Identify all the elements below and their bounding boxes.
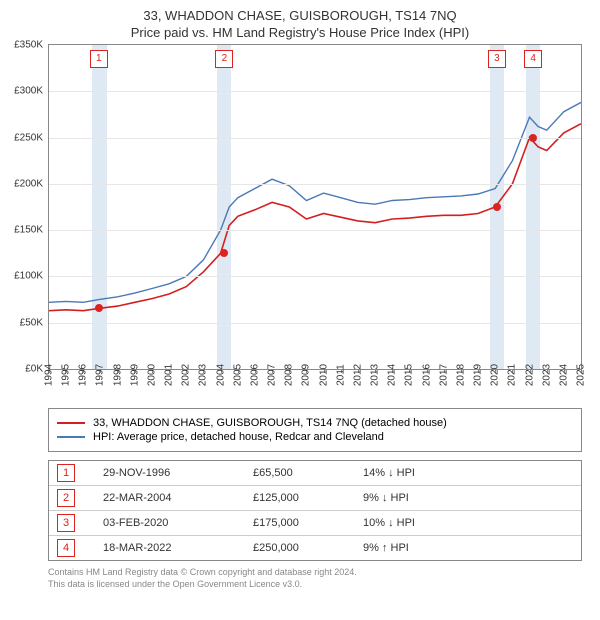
sale-marker-dot — [95, 304, 103, 312]
sale-date: 22-MAR-2004 — [103, 492, 253, 504]
sale-marker-label: 2 — [215, 50, 233, 68]
gridline — [49, 91, 581, 92]
sale-price: £65,500 — [253, 467, 363, 479]
sale-price: £175,000 — [253, 517, 363, 529]
sale-number: 2 — [57, 489, 75, 507]
sale-marker-dot — [493, 203, 501, 211]
gridline — [49, 184, 581, 185]
sale-date: 29-NOV-1996 — [103, 467, 253, 479]
sale-price: £125,000 — [253, 492, 363, 504]
sale-vs-hpi: 14% ↓ HPI — [363, 467, 415, 479]
sale-vs-hpi: 10% ↓ HPI — [363, 517, 415, 529]
chart-title-address: 33, WHADDON CHASE, GUISBOROUGH, TS14 7NQ — [10, 8, 590, 23]
y-axis-label: £0K — [25, 364, 43, 375]
footer-line: Contains HM Land Registry data © Crown c… — [48, 567, 582, 579]
sale-marker-label: 1 — [90, 50, 108, 68]
sale-number: 3 — [57, 514, 75, 532]
chart-container: 33, WHADDON CHASE, GUISBOROUGH, TS14 7NQ… — [0, 0, 600, 590]
plot-area: £0K£50K£100K£150K£200K£250K£300K£350K199… — [48, 44, 582, 370]
legend-item: 33, WHADDON CHASE, GUISBOROUGH, TS14 7NQ… — [57, 417, 573, 429]
y-axis-label: £300K — [14, 86, 43, 97]
y-axis-label: £100K — [14, 271, 43, 282]
footer-line: This data is licensed under the Open Gov… — [48, 579, 582, 591]
series-hpi — [49, 102, 581, 302]
gridline — [49, 276, 581, 277]
sales-table: 1 29-NOV-1996£65,50014% ↓ HPI 2 22-MAR-2004… — [48, 460, 582, 561]
chart-area: £0K£50K£100K£150K£200K£250K£300K£350K199… — [48, 44, 582, 370]
table-row: 2 22-MAR-2004£125,0009% ↓ HPI — [49, 485, 581, 510]
gridline — [49, 230, 581, 231]
y-axis-label: £50K — [20, 317, 43, 328]
table-row: 3 03-FEB-2020£175,00010% ↓ HPI — [49, 510, 581, 535]
chart-titles: 33, WHADDON CHASE, GUISBOROUGH, TS14 7NQ… — [0, 0, 600, 42]
y-axis-label: £200K — [14, 178, 43, 189]
table-row: 1 29-NOV-1996£65,50014% ↓ HPI — [49, 461, 581, 485]
legend-swatch — [57, 422, 85, 424]
sale-marker-dot — [529, 134, 537, 142]
legend: 33, WHADDON CHASE, GUISBOROUGH, TS14 7NQ… — [48, 408, 582, 452]
sale-price: £250,000 — [253, 542, 363, 554]
legend-label: HPI: Average price, detached house, Redc… — [93, 431, 384, 443]
sale-vs-hpi: 9% ↑ HPI — [363, 542, 409, 554]
x-axis-ticks-row — [48, 370, 582, 404]
sale-vs-hpi: 9% ↓ HPI — [363, 492, 409, 504]
chart-subtitle: Price paid vs. HM Land Registry's House … — [10, 25, 590, 40]
sale-number: 4 — [57, 539, 75, 557]
table-row: 4 18-MAR-2022£250,0009% ↑ HPI — [49, 535, 581, 560]
gridline — [49, 138, 581, 139]
sale-date: 18-MAR-2022 — [103, 542, 253, 554]
chart-lines-svg — [49, 45, 581, 369]
sale-marker-label: 3 — [488, 50, 506, 68]
sale-date: 03-FEB-2020 — [103, 517, 253, 529]
y-axis-label: £150K — [14, 225, 43, 236]
series-property — [49, 124, 581, 311]
sale-marker-dot — [220, 249, 228, 257]
gridline — [49, 323, 581, 324]
legend-item: HPI: Average price, detached house, Redc… — [57, 431, 573, 443]
sale-number: 1 — [57, 464, 75, 482]
legend-label: 33, WHADDON CHASE, GUISBOROUGH, TS14 7NQ… — [93, 417, 447, 429]
footer: Contains HM Land Registry data © Crown c… — [48, 567, 582, 590]
y-axis-label: £350K — [14, 40, 43, 51]
sale-marker-label: 4 — [524, 50, 542, 68]
legend-swatch — [57, 436, 85, 438]
y-axis-label: £250K — [14, 132, 43, 143]
